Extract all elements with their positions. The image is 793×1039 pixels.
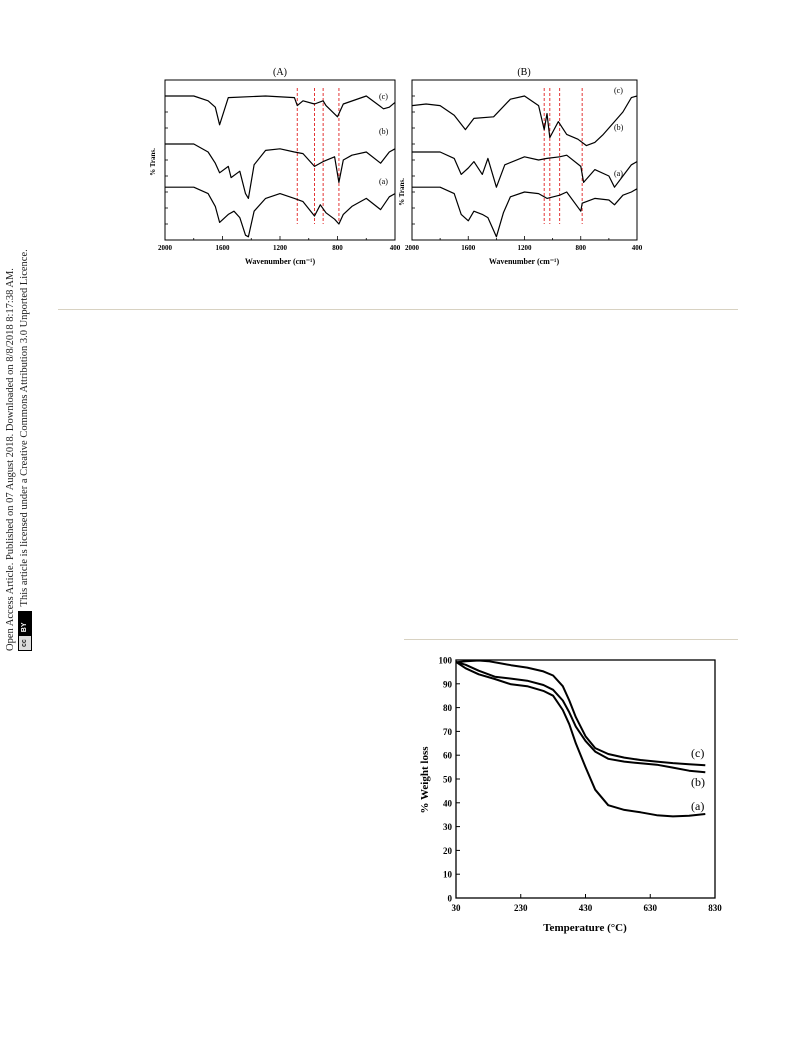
- ytick-label: 30: [443, 822, 453, 832]
- spectrum-line: [165, 95, 396, 126]
- ytick-label: 20: [443, 846, 453, 856]
- curve-label-c: (c): [379, 92, 388, 101]
- ytick-label: 60: [443, 751, 453, 761]
- curve-label-a: (a): [691, 799, 704, 813]
- xtick-label: 1200: [518, 244, 533, 252]
- plot-frame-b: [411, 79, 638, 241]
- xtick-label: 1200: [273, 244, 288, 252]
- spectrum-line: [165, 186, 396, 238]
- ytick-label: 50: [443, 775, 453, 785]
- xtick-label: 2000: [405, 244, 420, 252]
- tga-chart: % Weight loss 0 10 20 30 40 50 60 70 80 90 100 30 2…: [419, 656, 722, 935]
- tga-ylabel: % Weight loss: [419, 746, 431, 814]
- xtick-label: 2000: [158, 244, 173, 252]
- spectrum-line: [165, 143, 396, 199]
- xtick-label: 430: [579, 903, 593, 913]
- tga-curve: [455, 661, 706, 818]
- tga-plot-frame: [455, 659, 716, 899]
- spectrum-line: [412, 151, 638, 188]
- spectrum-line: [412, 186, 638, 238]
- panel-title-a: (A): [273, 67, 287, 78]
- curve-label-c: (c): [614, 86, 623, 95]
- xtick-label: 30: [452, 903, 462, 913]
- ytick-label: 0: [448, 894, 453, 904]
- xtick-label: 1600: [216, 244, 231, 252]
- curve-label-a: (a): [614, 169, 623, 178]
- by-icon: BY: [19, 612, 31, 636]
- ytick-label: 80: [443, 703, 453, 713]
- ytick-label: 90: [443, 679, 453, 689]
- plot-frame-a: [164, 79, 396, 241]
- spectrum-line: [411, 95, 638, 147]
- panel-title-b: (B): [517, 67, 530, 78]
- curve-label-c: (c): [691, 746, 704, 760]
- tga-curve: [455, 659, 706, 767]
- xtick-label: 400: [390, 244, 401, 252]
- ftir-chart-a: (A) % Trans. 2000 1600 1200 800 400 Wave…: [149, 67, 401, 266]
- ftir-chart-b: (B) % Trans. 2000 1600 1200 800 400 Wave…: [398, 67, 643, 266]
- ylabel-a: % Trans.: [149, 148, 157, 176]
- xlabel-a: Wavenumber (cm⁻¹): [245, 257, 316, 266]
- ytick-label: 70: [443, 727, 453, 737]
- ytick-label: 40: [443, 798, 453, 808]
- section-divider: [58, 309, 738, 310]
- ylabel-b: % Trans.: [398, 178, 406, 206]
- tga-curve: [455, 660, 706, 774]
- publication-notice: Open Access Article. Published on 07 Aug…: [5, 268, 16, 651]
- xtick-label: 830: [708, 903, 722, 913]
- ytick-label: 100: [439, 656, 453, 666]
- curve-label-b: (b): [614, 123, 624, 132]
- xlabel-b: Wavenumber (cm⁻¹): [489, 257, 560, 266]
- curve-label-b: (b): [379, 127, 389, 136]
- section-divider: [404, 639, 738, 640]
- xtick-label: 400: [632, 244, 643, 252]
- xtick-label: 800: [576, 244, 587, 252]
- cc-by-badge[interactable]: cc BY: [18, 611, 32, 651]
- xtick-label: 230: [514, 903, 528, 913]
- curve-label-a: (a): [379, 177, 388, 186]
- tga-xlabel: Temperature (°C): [543, 922, 627, 934]
- curve-label-b: (b): [691, 775, 705, 789]
- xtick-label: 630: [644, 903, 658, 913]
- xtick-label: 1600: [461, 244, 476, 252]
- ytick-label: 10: [443, 870, 453, 880]
- license-notice: Open Access Article. Published on 07 Aug…: [4, 195, 38, 651]
- license-link[interactable]: This article is licensed under a Creativ…: [19, 249, 30, 607]
- cc-icon: cc: [19, 635, 31, 650]
- xtick-label: 800: [332, 244, 343, 252]
